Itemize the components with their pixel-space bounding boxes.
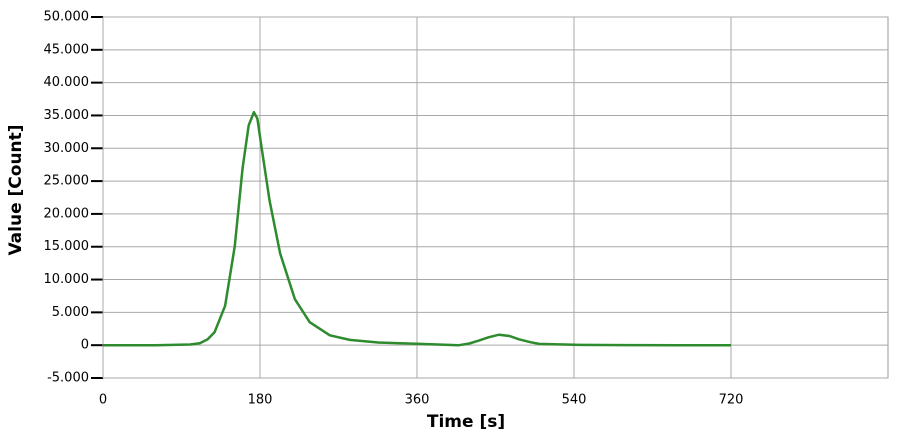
y-tick-label: 15.000 [44, 239, 90, 254]
x-axis-title: Time [s] [427, 412, 505, 432]
y-axis-title: Value [Count] [6, 124, 26, 255]
x-tick-label: 720 [719, 393, 744, 408]
y-tick-label: 45.000 [44, 42, 90, 57]
y-tick-label: 40.000 [44, 75, 90, 90]
y-tick-label: 30.000 [44, 141, 90, 156]
y-tick-label: 50.000 [44, 10, 90, 25]
y-tick-label: 5.000 [52, 305, 89, 320]
x-tick-label: 360 [405, 393, 430, 408]
y-tick-label: 25.000 [44, 174, 90, 189]
data-line [103, 110, 731, 347]
y-tick-label: -5.000 [47, 371, 89, 386]
y-tick-label: 0 [81, 338, 89, 353]
y-tick-label: 35.000 [44, 108, 90, 123]
x-tick-label: 540 [562, 393, 587, 408]
y-tick-label: 10.000 [44, 272, 90, 287]
y-tick-label: 20.000 [44, 206, 90, 221]
x-tick-label: 180 [248, 393, 273, 408]
x-tick-label: 0 [99, 393, 107, 408]
plot-frame [102, 16, 889, 379]
